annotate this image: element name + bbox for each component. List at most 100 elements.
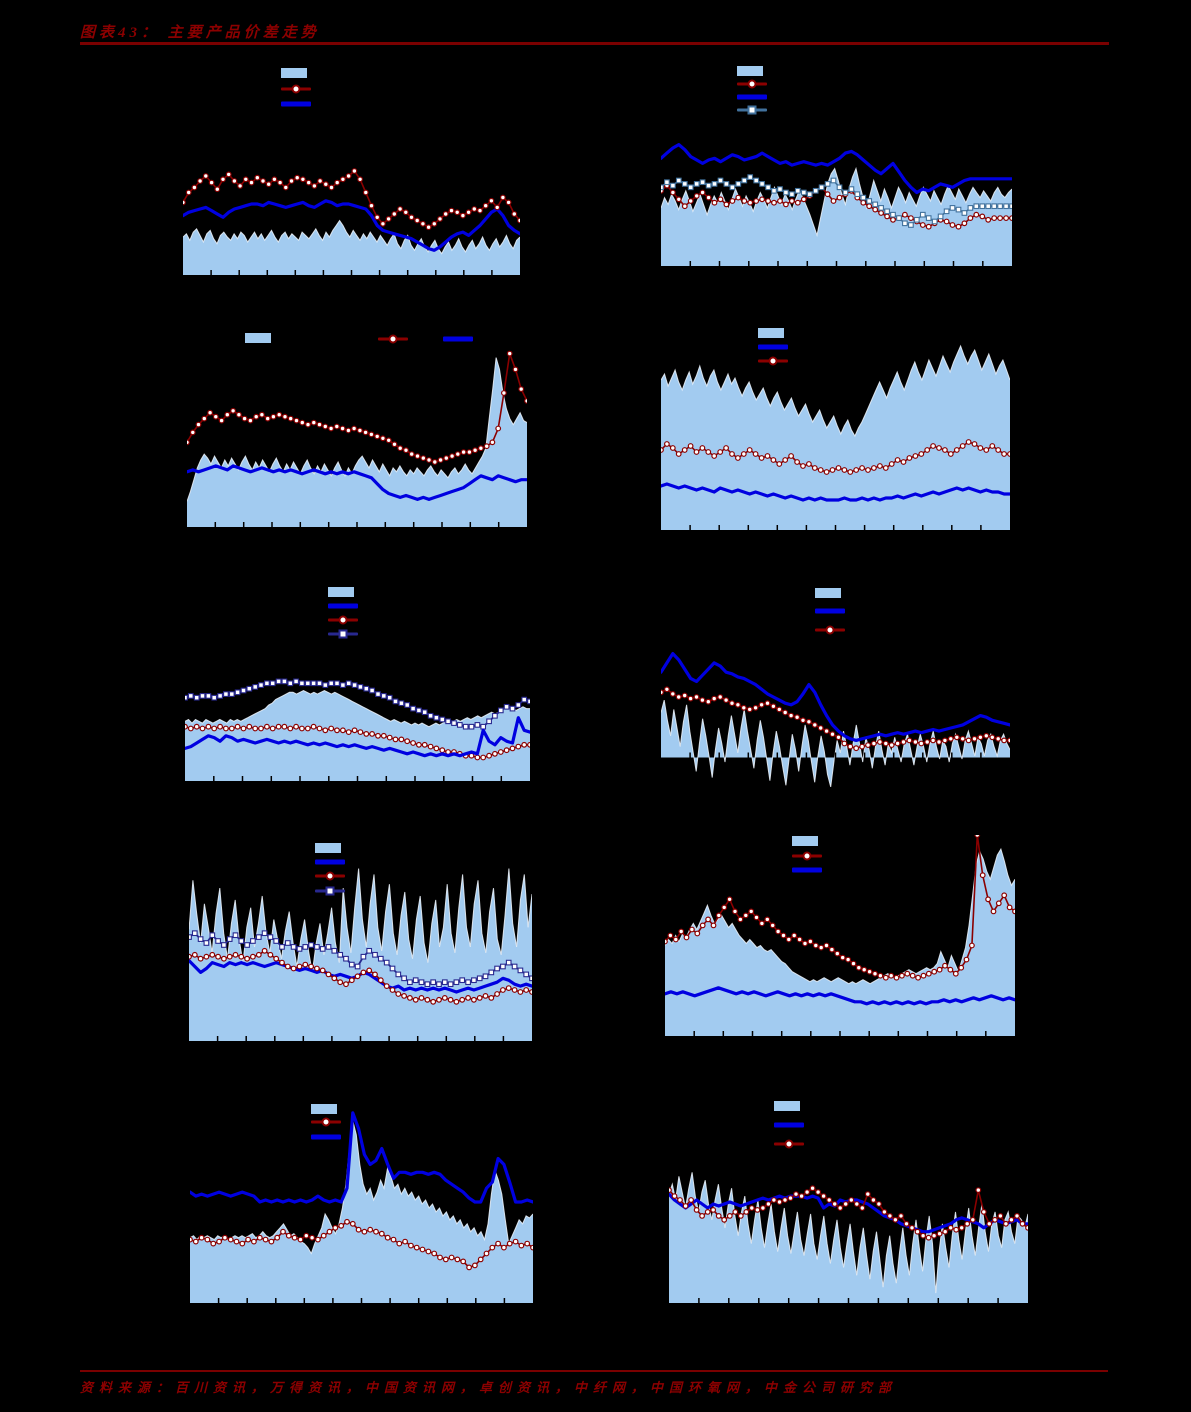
marker-square [765,184,771,191]
marker-dot [909,972,916,979]
marker-dot [782,709,789,716]
marker-square [789,191,795,198]
marker-dot [282,184,289,191]
marker-dot [848,1197,855,1203]
marker-dot [675,196,682,203]
marker-dot [466,449,473,455]
marker-dot [413,1244,420,1251]
marker-dot [269,725,276,732]
chart-6-blue-line [661,652,1010,743]
marker-dot [705,698,712,705]
marker-dot [460,1258,467,1265]
marker-dot [332,1224,339,1231]
marker-square [250,938,256,944]
legend-marker-circle [325,871,335,880]
marker-dot [980,1208,987,1215]
chart-3-blue-line [187,464,527,501]
marker-dot [942,962,948,969]
marker-dot [942,447,948,453]
marker-dot [418,994,425,1001]
chart-1-blue-line [183,199,520,252]
marker-square [340,682,346,688]
marker-dot [453,998,460,1005]
chart-6-spread-area [661,700,1010,787]
marker-dot [480,754,487,761]
marker-dot [251,1238,257,1245]
marker-dot [518,1242,525,1249]
marker-dot [328,725,335,732]
marker-dot [369,730,376,737]
marker-dot [805,461,812,467]
marker-square [299,680,305,687]
marker-dot [212,413,219,420]
marker-square [462,723,469,730]
marker-dot [291,1234,298,1241]
marker-square [842,189,849,196]
marker-dot [263,723,270,730]
marker-dot [505,199,512,206]
marker-dot [287,415,294,422]
marker-dot [831,1201,838,1207]
marker-square [872,201,879,208]
marker-dot [390,1236,397,1243]
marker-dot [345,173,352,179]
marker-dot [471,206,478,212]
marker-dot [495,1240,502,1247]
marker-dot [752,704,759,711]
marker-dot [776,706,783,713]
marker-square [412,977,419,984]
marker-square [854,191,861,198]
marker-square [221,942,227,948]
marker-square [955,206,962,213]
marker-dot [233,1238,240,1245]
marker-dot [449,453,456,459]
marker-dot [764,700,771,707]
marker-dot [287,725,294,732]
marker-dot [711,695,718,702]
marker-dot [410,740,417,746]
marker-square [217,693,223,699]
marker-square [908,222,914,228]
chart-4-blue-line [661,482,1010,502]
marker-dot [942,737,948,744]
marker-dot [886,1212,893,1219]
marker-dot [969,942,975,949]
chart-9-legend-area-swatch [311,1104,337,1114]
marker-dot [273,955,280,962]
marker-dot [906,737,913,744]
marker-dot [793,1191,799,1197]
marker-square [729,184,736,191]
marker-square [480,723,487,730]
marker-dot [380,732,387,739]
marker-dot [248,179,255,186]
marker-dot [220,176,226,183]
marker-dot [823,942,830,949]
marker-square [925,215,932,221]
marker-dot [681,203,688,210]
marker-square [777,186,783,192]
chart-10-legend-line-swatch [774,1120,804,1129]
marker-dot [465,994,472,1001]
marker-dot [798,1193,805,1199]
marker-dot [947,1224,954,1231]
marker-dot [974,835,981,838]
marker-dot [285,1232,292,1239]
marker-square [486,718,492,725]
marker-dot [483,1250,490,1257]
marker-dot [958,964,965,971]
marker-dot [337,979,344,986]
marker-dot [521,741,528,748]
marker-dot [326,1228,333,1235]
marker-dot [829,731,836,738]
marker-dot [936,966,943,973]
marker-dot [191,951,198,958]
marker-dot [782,457,789,463]
marker-dot [205,723,212,730]
marker-dot [368,431,375,438]
marker-dot [845,956,852,963]
marker-square [488,969,495,976]
marker-dot [925,1234,932,1241]
marker-dot [362,189,369,196]
marker-square [717,177,724,184]
marker-dot [764,916,771,923]
